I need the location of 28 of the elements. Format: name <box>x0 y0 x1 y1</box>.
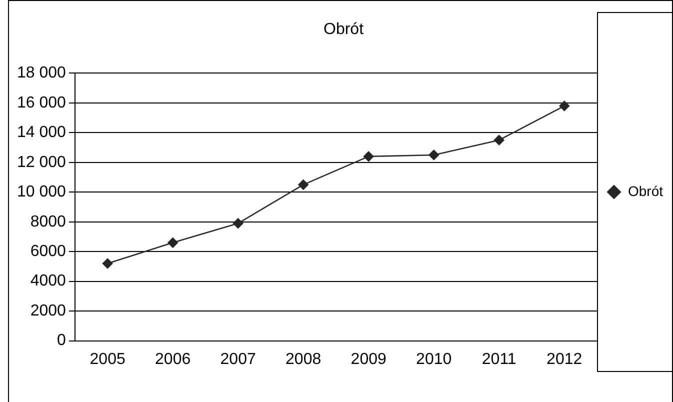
legend-label: Obrót <box>628 182 664 199</box>
y-tick-label: 0 <box>57 332 66 350</box>
point <box>494 134 504 146</box>
x-tick-label: 2012 <box>546 350 582 368</box>
x-tick-label: 2011 <box>482 350 516 368</box>
y-tick-label: 2000 <box>30 302 66 320</box>
x-tick-label: 2008 <box>286 350 322 368</box>
point <box>363 151 374 162</box>
point <box>428 150 439 160</box>
point <box>559 100 570 112</box>
y-tick-label: 18 000 <box>17 64 66 82</box>
y-tick-label: 16 000 <box>17 94 66 112</box>
point <box>168 238 178 248</box>
chart-title: Obrót <box>323 21 364 38</box>
x-tick-label: 2007 <box>220 350 256 368</box>
x-tick-label: 2009 <box>350 350 386 368</box>
x-tick-label: 2006 <box>155 350 191 368</box>
point <box>232 218 244 229</box>
y-tick-label: 4000 <box>30 272 66 290</box>
y-tick-label: 10 000 <box>17 184 66 201</box>
point <box>298 180 308 190</box>
y-tick-label: 12 000 <box>17 154 66 171</box>
y-tick-label: 6000 <box>30 243 66 260</box>
x-tick-label: 2005 <box>90 350 126 368</box>
y-tick-label: 14 000 <box>17 124 66 142</box>
x-tick-label: 2010 <box>416 350 452 368</box>
y-tick-label: 8000 <box>30 213 66 230</box>
point <box>102 258 113 269</box>
